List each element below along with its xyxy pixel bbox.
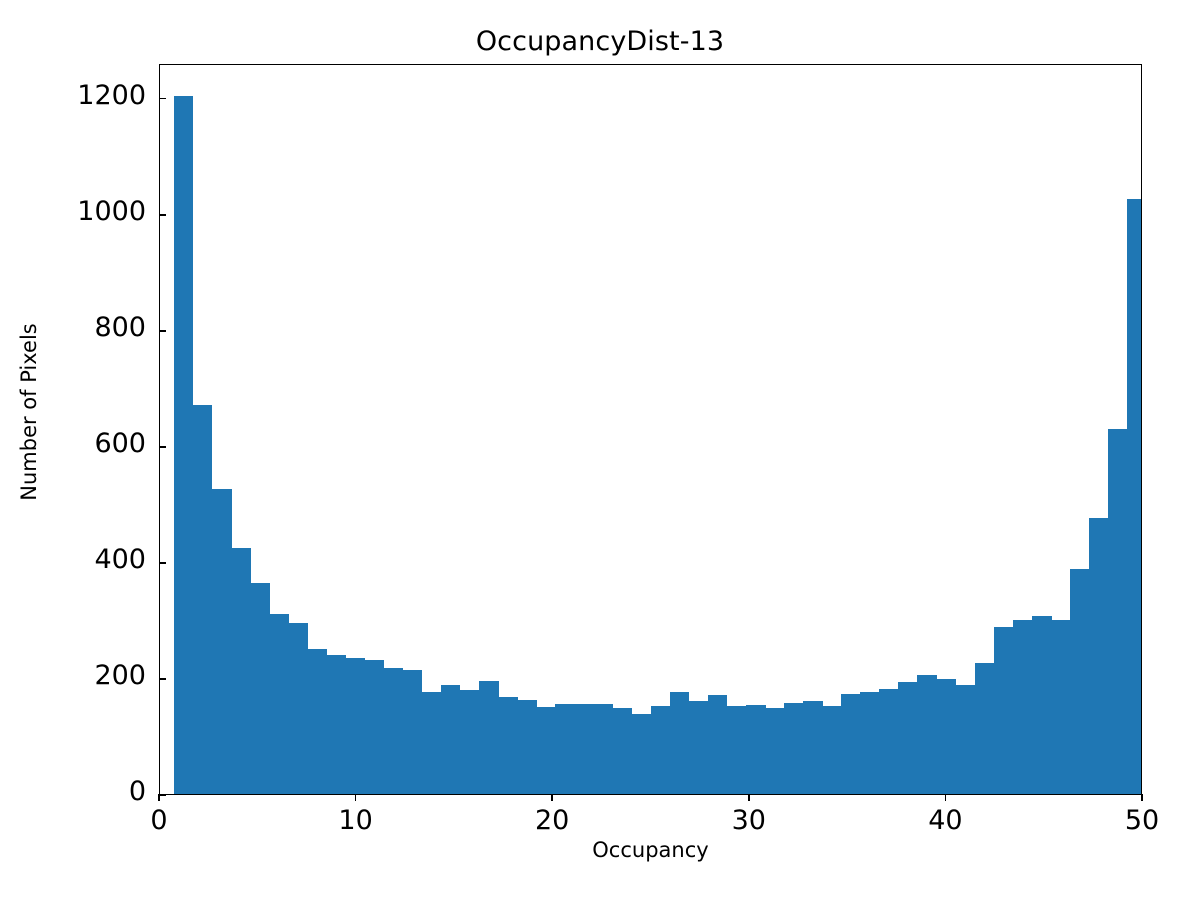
histogram-bar (955, 684, 976, 794)
x-tick-label: 10 (338, 805, 373, 836)
histogram-bar (1070, 568, 1090, 794)
histogram-bar (497, 696, 518, 794)
x-tick-mark (158, 794, 160, 801)
histogram-bar (230, 548, 251, 794)
x-axis-label: Occupancy (592, 838, 709, 862)
y-tick-label: 0 (128, 776, 146, 807)
histogram-bar (211, 489, 232, 794)
histogram-bars (160, 65, 1141, 794)
histogram-bar (307, 648, 327, 794)
histogram-bar (173, 96, 194, 794)
histogram-bar (288, 622, 308, 794)
histogram-bar (383, 667, 404, 794)
histogram-bar (822, 705, 842, 794)
histogram-bar (650, 705, 671, 794)
y-tick-label: 200 (94, 659, 146, 691)
histogram-bar (269, 614, 289, 794)
histogram-bar (612, 708, 633, 794)
histogram-bar (917, 674, 938, 794)
histogram-bar (784, 702, 804, 794)
y-tick-label: 1000 (77, 195, 146, 227)
histogram-bar (936, 678, 957, 794)
histogram-bar (841, 693, 861, 794)
histogram-bar (1108, 428, 1128, 794)
page-title: OccupancyDist-13 (475, 26, 725, 57)
x-tick-mark (1141, 794, 1143, 801)
histogram-bar (364, 659, 385, 794)
x-tick-label: 20 (535, 805, 570, 836)
histogram-bar (421, 692, 442, 794)
histogram-bar (745, 705, 766, 794)
histogram-bar (345, 657, 366, 794)
x-tick-mark (944, 794, 947, 801)
histogram-bar (459, 689, 480, 794)
histogram-bar (879, 689, 900, 794)
x-tick-label: 50 (1124, 805, 1160, 836)
histogram-bar (631, 713, 652, 794)
histogram-bar (574, 704, 594, 794)
histogram-bar (250, 583, 270, 794)
y-tick-label: 800 (94, 311, 146, 343)
y-tick-label: 1200 (77, 79, 146, 111)
histogram-bar (536, 706, 556, 794)
x-tick-label: 40 (928, 805, 963, 836)
y-tick-label: 600 (94, 427, 146, 459)
y-tick-label: 400 (94, 543, 146, 575)
x-tick-label: 30 (731, 805, 766, 836)
histogram-bar (192, 405, 213, 794)
histogram-bar (1127, 199, 1141, 794)
histogram-bar (1089, 518, 1109, 794)
histogram-bar (478, 681, 499, 794)
x-tick-mark (747, 794, 750, 801)
histogram-bar (1031, 616, 1052, 794)
histogram-bar (1050, 619, 1071, 794)
x-tick-mark (551, 794, 554, 801)
histogram-bar (860, 692, 880, 794)
histogram-bar (517, 700, 537, 794)
histogram-bar (898, 682, 919, 794)
y-axis-label: Number of Pixels (17, 323, 41, 501)
histogram-bar (669, 691, 690, 794)
x-tick-label: 0 (150, 805, 168, 836)
histogram-bar (440, 684, 461, 794)
histogram-bar (764, 708, 785, 794)
histogram-bar (974, 662, 995, 794)
histogram-bar (402, 669, 423, 794)
plot-area (159, 64, 1142, 795)
histogram-bar (1012, 619, 1033, 794)
histogram-bar (555, 704, 575, 794)
x-tick-mark (354, 794, 357, 801)
histogram-bar (688, 701, 709, 794)
histogram-bar (726, 705, 747, 794)
histogram-bar (707, 695, 728, 794)
histogram-bar (326, 655, 346, 794)
histogram-bar (993, 626, 1014, 794)
histogram-bar (593, 703, 613, 794)
histogram-bar (803, 701, 823, 794)
